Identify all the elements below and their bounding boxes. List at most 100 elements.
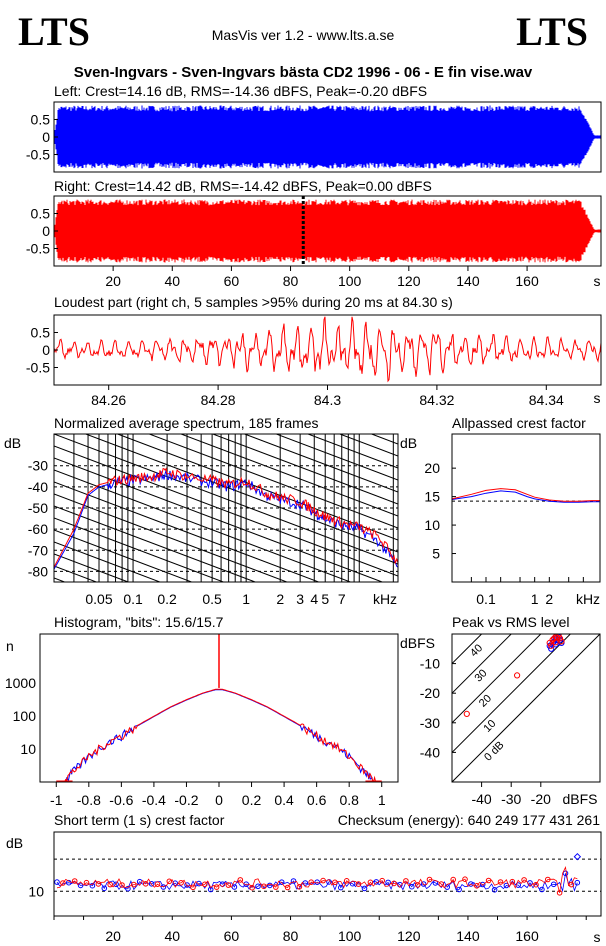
allpassed-ylabel: dB	[400, 435, 417, 451]
xtick-label: 7	[338, 591, 346, 607]
xtick-label: 1	[378, 792, 386, 808]
xtick-label: 0.4	[274, 792, 294, 808]
allpassed-series-1	[451, 488, 600, 502]
ytick-label: -0.5	[26, 360, 50, 376]
xtick-label: 60	[224, 273, 240, 289]
panel-loudest-part: Loudest part (right ch, 5 samples >95% d…	[26, 294, 602, 408]
left-waveform-title: Left: Crest=14.16 dB, RMS=-14.36 dBFS, P…	[54, 83, 427, 99]
ytick-label: 0.5	[31, 325, 51, 341]
crest-line	[452, 634, 483, 665]
spectrum-slope-line	[54, 529, 194, 582]
short-crest-marker-1-130	[438, 881, 445, 887]
spectrum-xticks: 0.05 0.1 0.2 0.5 1 2 3 4 5 7	[85, 591, 345, 607]
short-crest-marker-0-96	[338, 884, 344, 891]
xtick-label: 0.2	[242, 792, 262, 808]
ytick-label: 100	[13, 708, 37, 724]
short-crest-marker-0-120	[409, 883, 415, 890]
peakrms-point-0-7	[548, 645, 555, 652]
spectrum-slope-line	[54, 481, 321, 582]
xtick-label: 2	[545, 591, 553, 607]
xtick-label: 40	[164, 928, 180, 944]
short-crest-marker-1-166	[545, 876, 551, 883]
short-crest-marker-1-82	[296, 884, 303, 890]
short-crest-marker-1-102	[355, 881, 362, 887]
xtick-label: 0	[215, 792, 223, 808]
spectrum-slope-line	[54, 505, 257, 582]
short-crest-marker-0-104	[361, 885, 368, 892]
ytick-label: -0.5	[26, 241, 50, 257]
xtick-label: 0.05	[85, 591, 112, 607]
right-waveform-xticks: 20 40 60 80 100 120 140 160	[105, 266, 539, 289]
ytick-label: -30	[28, 458, 48, 474]
crest-line	[452, 634, 542, 724]
spectrum-plot	[54, 467, 398, 570]
spectrum-slope-line	[54, 565, 98, 582]
right-waveform-plot	[54, 199, 602, 263]
short-crest-marker-1-2	[60, 880, 66, 886]
xtick-label: 84.34	[529, 392, 564, 408]
short-crest-marker-0-156	[515, 882, 522, 888]
short-crest-marker-0-124	[420, 881, 427, 887]
ytick-label: 15	[424, 489, 440, 505]
loudest-xticks: 84.26 84.28 84.3 84.32 84.34	[91, 385, 564, 408]
spectrum-slope-line	[274, 434, 398, 481]
xtick-label: 1	[531, 591, 539, 607]
spectrum-slope-line	[54, 445, 398, 577]
spectrum-slope-line	[54, 434, 398, 565]
xtick-label: 20	[105, 273, 121, 289]
spectrum-slope-line	[243, 434, 398, 493]
short-crest-yticks: 10	[28, 883, 44, 899]
xtick-label: 60	[224, 928, 240, 944]
short-crest-marker-1-94	[332, 879, 338, 886]
spectrum-slope-line	[306, 434, 398, 469]
short-crest-marker-1-18	[107, 881, 113, 888]
short-crest-marker-1-138	[462, 876, 468, 883]
left-waveform-frame	[53, 101, 602, 173]
short-crest-marker-1-126	[426, 876, 433, 883]
peakrms-point-1-9	[558, 638, 565, 645]
short-crest-marker-1-34	[154, 881, 161, 888]
xtick-label: 84.3	[314, 392, 341, 408]
xtick-label: 0.5	[202, 591, 222, 607]
short-crest-marker-0-48	[196, 880, 202, 887]
peakrms-point-1-10	[514, 672, 521, 679]
crest-line-label: 0 dB	[482, 739, 506, 763]
spectrum-series-1	[54, 467, 398, 568]
short-crest-marker-0-136	[456, 886, 462, 893]
short-crest-marker-1-142	[474, 883, 480, 889]
short-crest-marker-1-46	[190, 884, 196, 891]
xtick-label: 0.1	[476, 591, 496, 607]
ytick-label: -80	[28, 563, 48, 579]
short-crest-marker-0-16	[101, 885, 108, 892]
short-crest-marker-0-60	[231, 884, 238, 890]
short-crest-marker-1-86	[308, 879, 315, 886]
peakrms-xunit: dBFS	[562, 791, 597, 807]
xtick-label: 0.2	[157, 591, 177, 607]
histogram-ylabel: n	[6, 638, 14, 654]
ytick-label: 1000	[5, 675, 36, 691]
ytick-label: 0	[42, 223, 50, 239]
xtick-label: 80	[283, 273, 299, 289]
spectrum-frame	[53, 433, 399, 583]
xtick-label: 0.1	[123, 591, 143, 607]
xtick-label: 0.6	[307, 792, 327, 808]
ytick-label: 20	[424, 460, 440, 476]
xtick-label: 160	[515, 273, 539, 289]
short-crest-marker-0-148	[491, 887, 498, 893]
short-crest-marker-1-122	[414, 882, 421, 888]
right-waveform-yticks: 0.50 -0.5	[26, 206, 58, 257]
spectrum-slope-line	[116, 434, 398, 541]
short-crest-marker-1-114	[391, 880, 397, 887]
xtick-label: 100	[338, 928, 362, 944]
short-crest-marker-0-172	[562, 870, 569, 877]
panel-right-waveform: Right: Crest=14.42 dB, RMS=-14.42 dBFS, …	[26, 178, 602, 289]
peakrms-point-1-11	[463, 710, 470, 718]
peakrms-yticks: -10 -20 -30 -40	[420, 656, 456, 760]
short-crest-marker-0-20	[113, 881, 119, 888]
short-crest-marker-0-68	[255, 883, 261, 890]
short-crest-xticks: 20 40 60 80 100 120 140 160	[53, 916, 587, 944]
short-crest-marker-0-164	[539, 886, 545, 893]
peakrms-title: Peak vs RMS level	[452, 614, 569, 630]
panel-avg-spectrum: Normalized average spectrum, 185 frames …	[4, 415, 399, 607]
short-crest-marker-1-62	[237, 877, 244, 883]
